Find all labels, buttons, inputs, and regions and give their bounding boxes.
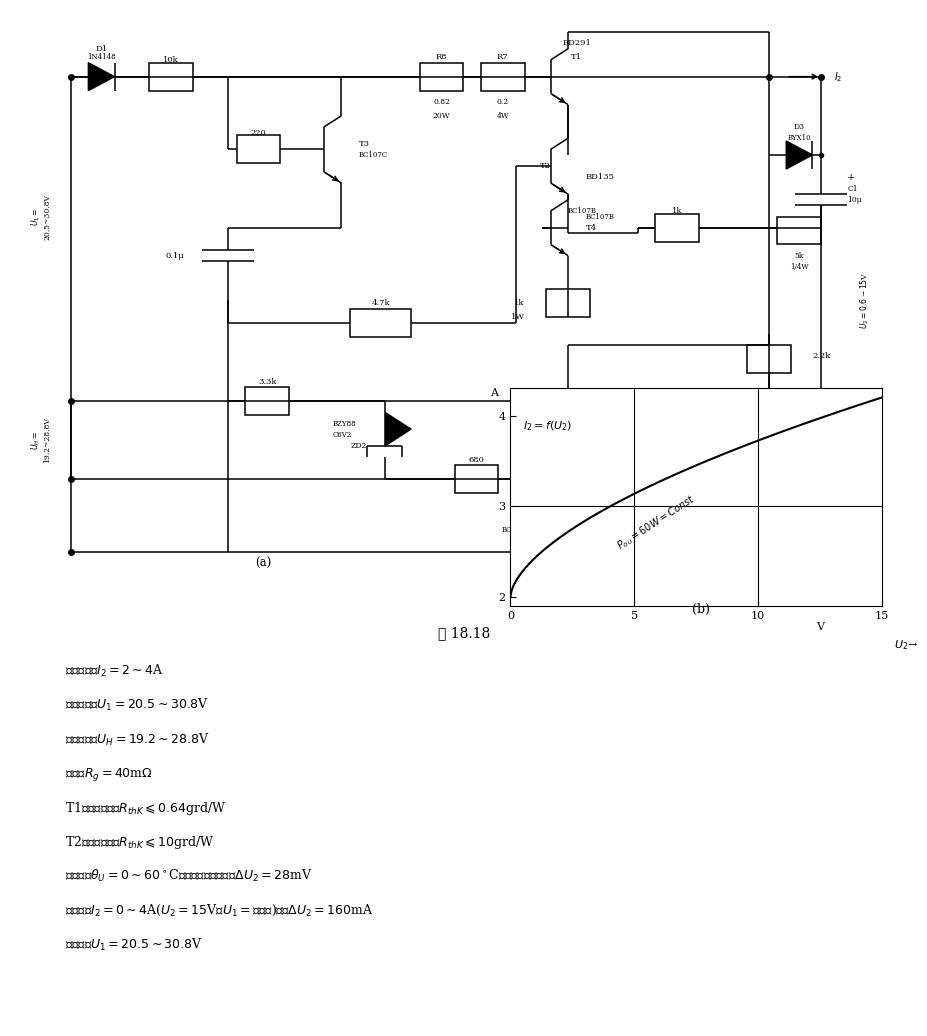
Text: 1N4148: 1N4148 <box>87 53 116 61</box>
Text: 输出电流$I_2=0\sim4$A($U_2=15$V，$U_1=$常数时)时：$\Delta U_2=160$mA: 输出电流$I_2=0\sim4$A($U_2=15$V，$U_1=$常数时)时：… <box>65 902 373 918</box>
Text: 3.3k: 3.3k <box>258 377 276 385</box>
Text: $P_{ou}=60W=Const$: $P_{ou}=60W=Const$ <box>614 492 697 553</box>
Text: 0.2: 0.2 <box>496 97 508 106</box>
Text: R7: R7 <box>496 53 508 61</box>
Text: 内阻：$R_g=40$m$\Omega$: 内阻：$R_g=40$m$\Omega$ <box>65 766 153 782</box>
Text: +: + <box>846 173 855 182</box>
Text: $U_1=$
20.5~30.8V: $U_1=$ 20.5~30.8V <box>30 194 51 239</box>
Text: D1: D1 <box>95 45 108 53</box>
Text: 图 18.18: 图 18.18 <box>438 626 489 640</box>
Text: 环境温度$\theta_U=0\sim60^\circ$C时输出电压变化量：$\Delta U_2=28$mV: 环境温度$\theta_U=0\sim60^\circ$C时输出电压变化量：$\… <box>65 868 312 885</box>
Text: BZY88: BZY88 <box>332 420 356 428</box>
Text: 4W: 4W <box>496 112 509 120</box>
Text: 1k: 1k <box>514 299 524 308</box>
Text: 输入电压$U_1=20.5\sim30.8$V: 输入电压$U_1=20.5\sim30.8$V <box>65 937 202 953</box>
Text: +: + <box>833 546 844 558</box>
Polygon shape <box>385 412 411 445</box>
Text: $I_2=f(U_2)$: $I_2=f(U_2)$ <box>522 420 571 433</box>
Bar <box>777 217 820 244</box>
Bar <box>149 62 193 90</box>
Text: V: V <box>815 623 823 632</box>
Text: C6V2: C6V2 <box>603 420 622 428</box>
Bar <box>245 387 288 415</box>
Text: T1: T1 <box>571 53 582 61</box>
Bar <box>654 213 698 241</box>
Text: $U_2$→: $U_2$→ <box>893 638 918 652</box>
Text: $U_2=0.6\sim15$V: $U_2=0.6\sim15$V <box>857 271 870 329</box>
Text: $I_2$: $I_2$ <box>533 490 541 502</box>
Text: BZY88: BZY88 <box>603 408 626 416</box>
Text: 1k: 1k <box>671 207 681 214</box>
Text: T2散热器热阻：$R_{thK}\leqslant10$grd/W: T2散热器热阻：$R_{thK}\leqslant10$grd/W <box>65 834 214 851</box>
Text: 2.2k: 2.2k <box>811 352 830 361</box>
Text: C1: C1 <box>846 184 857 193</box>
Text: (b): (b) <box>691 603 709 616</box>
Text: 10k: 10k <box>163 56 179 64</box>
Text: T3: T3 <box>359 140 369 148</box>
Text: T7: T7 <box>510 515 521 522</box>
Bar <box>454 465 498 493</box>
Bar <box>419 62 463 90</box>
Text: 输入电压：$U_1=20.5\sim30.8$V: 输入电压：$U_1=20.5\sim30.8$V <box>65 697 209 714</box>
Text: 10μ: 10μ <box>846 196 861 204</box>
Text: 5k: 5k <box>794 252 803 260</box>
Text: BD291: BD291 <box>562 39 590 47</box>
Text: $I_2$: $I_2$ <box>833 69 842 84</box>
Text: 0.1μ: 0.1μ <box>165 252 184 260</box>
Text: BC107B: BC107B <box>585 212 614 221</box>
Text: BC107B: BC107B <box>567 207 596 214</box>
Text: ZD2: ZD2 <box>350 442 366 450</box>
Text: T4: T4 <box>585 224 596 232</box>
Text: 辅助电压：$U_H=19.2\sim28.8$V: 辅助电压：$U_H=19.2\sim28.8$V <box>65 731 209 748</box>
Text: D3: D3 <box>793 123 804 131</box>
Polygon shape <box>88 63 114 90</box>
Text: ZD1: ZD1 <box>603 431 618 438</box>
Text: BYX10: BYX10 <box>787 135 810 142</box>
Bar <box>746 345 790 373</box>
Text: 680: 680 <box>468 456 484 464</box>
Bar <box>480 62 524 90</box>
Text: 1W: 1W <box>510 313 524 321</box>
Text: T1散热器热阻：$R_{thK}\leqslant0.64$grd/W: T1散热器热阻：$R_{thK}\leqslant0.64$grd/W <box>65 800 226 816</box>
Text: A: A <box>489 388 498 398</box>
Text: (a): (a) <box>254 557 271 570</box>
Bar <box>236 136 280 164</box>
Bar <box>349 309 411 337</box>
Bar <box>546 289 590 317</box>
Text: 1/4W: 1/4W <box>789 263 807 270</box>
Text: BC107B: BC107B <box>501 526 529 534</box>
Text: R8: R8 <box>436 53 447 61</box>
Text: BC107C: BC107C <box>359 151 387 159</box>
Text: 20W: 20W <box>432 112 450 120</box>
Text: $U_{ZD1}$: $U_{ZD1}$ <box>654 423 673 435</box>
Text: BD135: BD135 <box>585 173 614 181</box>
Text: C6V2: C6V2 <box>332 431 351 438</box>
Text: 4.7k: 4.7k <box>371 299 389 308</box>
Polygon shape <box>785 141 811 169</box>
Text: $U_H=$
19.2~28.8V: $U_H=$ 19.2~28.8V <box>30 418 51 463</box>
Polygon shape <box>559 412 585 445</box>
Text: 输出电流：$I_2=2\sim4$A: 输出电流：$I_2=2\sim4$A <box>65 663 164 680</box>
Text: 220: 220 <box>250 128 266 137</box>
Text: T2: T2 <box>540 163 550 170</box>
Text: 0.82: 0.82 <box>433 97 450 106</box>
